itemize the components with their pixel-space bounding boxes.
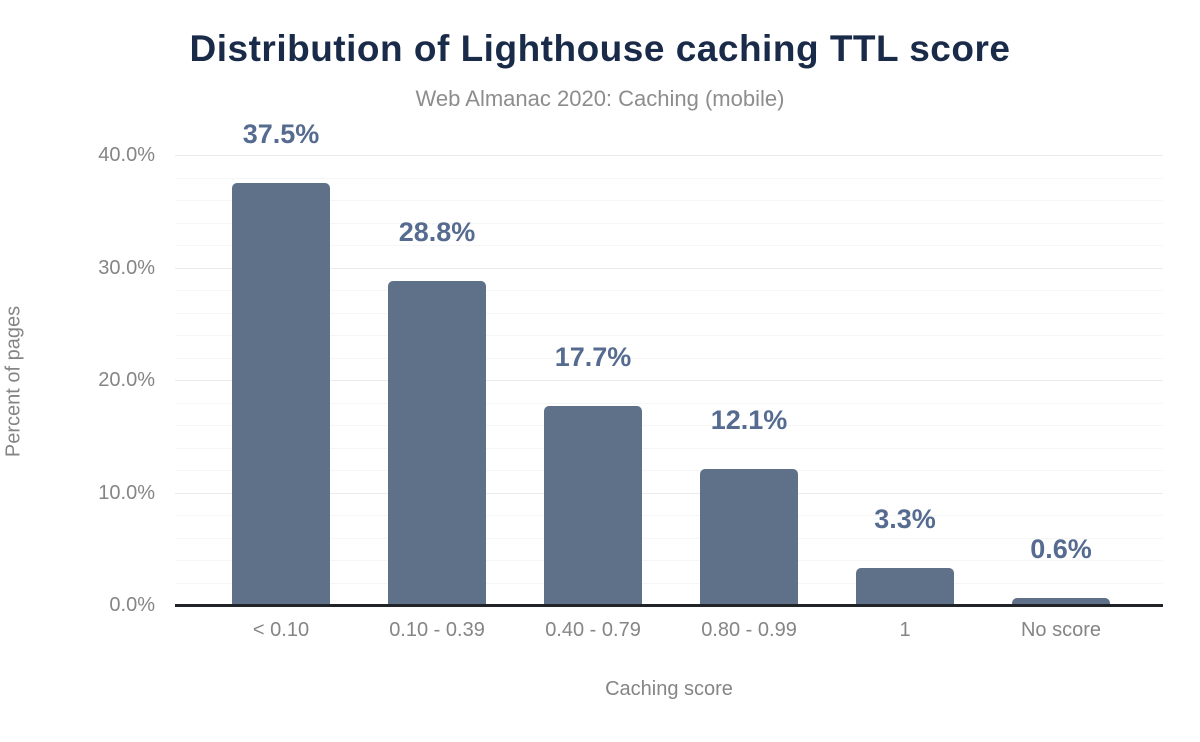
- major-gridline: [175, 155, 1163, 156]
- x-tick-label: 0.10 - 0.39: [389, 619, 485, 641]
- bar: [1012, 598, 1110, 605]
- bar-value-label: 37.5%: [242, 119, 320, 150]
- bar: [232, 183, 330, 605]
- y-tick-label: 40.0%: [98, 144, 155, 166]
- y-tick-label: 20.0%: [98, 369, 155, 391]
- minor-gridline: [175, 425, 1163, 426]
- minor-gridline: [175, 515, 1163, 516]
- minor-gridline: [175, 290, 1163, 291]
- bar-value-label: 17.7%: [554, 341, 632, 372]
- minor-gridline: [175, 200, 1163, 201]
- x-tick-label: < 0.10: [252, 619, 310, 641]
- minor-gridline: [175, 222, 1163, 224]
- minor-gridline: [175, 312, 1163, 314]
- plot-area: [175, 155, 1163, 607]
- bar: [856, 567, 954, 605]
- major-gridline: [175, 492, 1163, 494]
- minor-gridline: [175, 245, 1163, 246]
- x-tick-label: 1: [899, 619, 911, 641]
- bar-value-label: 0.6%: [1030, 534, 1092, 565]
- y-tick-label: 10.0%: [98, 481, 155, 504]
- minor-gridline: [175, 560, 1163, 561]
- y-axis-title: Percent of pages: [2, 305, 25, 458]
- x-axis-title: Caching score: [605, 678, 733, 700]
- minor-gridline: [175, 402, 1163, 404]
- x-tick-label: 0.80 - 0.99: [701, 619, 797, 641]
- y-tick-label: 0.0%: [109, 594, 155, 616]
- y-tick-label: 30.0%: [98, 256, 155, 279]
- x-tick-label: No score: [1020, 619, 1102, 641]
- minor-gridline: [175, 447, 1163, 449]
- bar: [544, 405, 642, 605]
- bar-value-label: 3.3%: [874, 503, 936, 534]
- bar: [388, 281, 486, 605]
- minor-gridline: [175, 582, 1163, 584]
- minor-gridline: [175, 537, 1163, 539]
- x-axis-line: [175, 604, 1163, 607]
- x-tick-label: 0.40 - 0.79: [545, 619, 641, 641]
- bar-value-label: 28.8%: [398, 217, 476, 247]
- chart-title: Distribution of Lighthouse caching TTL s…: [189, 28, 1011, 69]
- chart-subtitle: Web Almanac 2020: Caching (mobile): [415, 86, 785, 111]
- bar: [700, 468, 798, 605]
- major-gridline: [175, 267, 1163, 269]
- minor-gridline: [175, 357, 1163, 359]
- minor-gridline: [175, 335, 1163, 336]
- major-gridline: [175, 380, 1163, 381]
- minor-gridline: [175, 470, 1163, 471]
- minor-gridline: [175, 177, 1163, 179]
- bar-value-label: 12.1%: [710, 404, 788, 435]
